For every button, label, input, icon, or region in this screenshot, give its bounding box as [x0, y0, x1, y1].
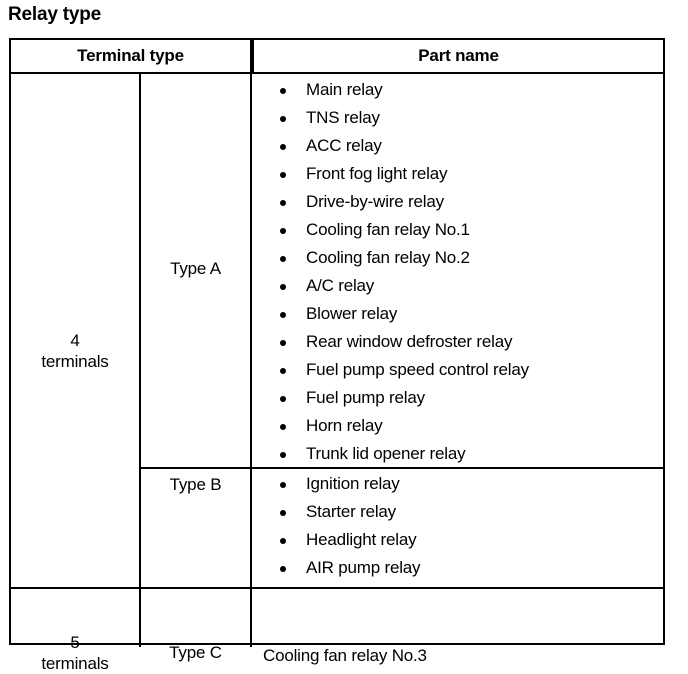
bullet-icon — [280, 510, 286, 516]
list-item: Starter relay — [252, 498, 663, 526]
part-name-text: Blower relay — [306, 304, 398, 323]
table-row: 5 terminals — [11, 632, 139, 674]
list-item: AIR pump relay — [252, 554, 663, 582]
part-name-text: Horn relay — [306, 416, 383, 435]
part-name-text: Fuel pump relay — [306, 388, 425, 407]
column-header-terminal-type: Terminal type — [77, 46, 184, 65]
part-list-type-b: Ignition relay Starter relay Headlight r… — [252, 470, 663, 582]
bullet-icon — [280, 566, 286, 572]
part-list-type-c: Cooling fan relay No.3 — [252, 642, 663, 670]
type-label-c: Type C — [169, 643, 222, 662]
bullet-icon — [280, 312, 286, 318]
bullet-icon — [280, 144, 286, 150]
list-item: Blower relay — [252, 300, 663, 328]
list-item: Headlight relay — [252, 526, 663, 554]
list-item: Drive-by-wire relay — [252, 188, 663, 216]
bullet-icon — [280, 116, 286, 122]
column-divider-terminal-type — [139, 74, 141, 647]
list-item: Fuel pump speed control relay — [252, 356, 663, 384]
part-name-text: Rear window defroster relay — [306, 332, 513, 351]
bullet-icon — [280, 368, 286, 374]
part-list: Ignition relay Starter relay Headlight r… — [252, 470, 663, 582]
list-item: Fuel pump relay — [252, 384, 663, 412]
terminal-count-number: 4 — [70, 331, 80, 350]
bullet-icon — [280, 340, 286, 346]
part-name-text: Starter relay — [306, 502, 396, 521]
page-title: Relay type — [8, 4, 102, 25]
bullet-icon — [280, 172, 286, 178]
list-item: Rear window defroster relay — [252, 328, 663, 356]
list-item: Ignition relay — [252, 470, 663, 498]
part-name-text: Main relay — [306, 80, 383, 99]
list-item: TNS relay — [252, 104, 663, 132]
part-name-text: Headlight relay — [306, 530, 417, 549]
column-header-part-name: Part name — [252, 40, 663, 72]
list-item: Cooling fan relay No.1 — [252, 216, 663, 244]
terminal-count-number: 5 — [70, 633, 80, 652]
part-name-text: Cooling fan relay No.1 — [306, 220, 470, 239]
bullet-icon — [280, 256, 286, 262]
type-label-a: Type A — [170, 259, 221, 278]
part-list: Main relay TNS relay ACC relay Front fog… — [252, 76, 663, 468]
table-header-row: Terminal type Part name — [11, 40, 663, 74]
list-item: Trunk lid opener relay — [252, 440, 663, 468]
column-divider-part-name — [250, 40, 252, 647]
list-item: Front fog light relay — [252, 160, 663, 188]
part-name-text: Fuel pump speed control relay — [306, 360, 529, 379]
list-item: A/C relay — [252, 272, 663, 300]
bullet-icon — [280, 396, 286, 402]
part-name-text: ACC relay — [306, 136, 382, 155]
bullet-icon — [280, 228, 286, 234]
row-divider-type-a-type-b — [139, 467, 663, 469]
part-name-text: Ignition relay — [306, 474, 400, 493]
bullet-icon — [280, 452, 286, 458]
part-name-text: Cooling fan relay No.2 — [306, 248, 470, 267]
part-name-text: Drive-by-wire relay — [306, 192, 444, 211]
type-label-b: Type B — [169, 475, 222, 494]
row-divider-terminal-groups — [11, 587, 663, 589]
list-item: Main relay — [252, 76, 663, 104]
bullet-icon — [280, 482, 286, 488]
relay-type-table: Terminal type Part name 4 terminals Type… — [9, 38, 665, 673]
bullet-icon — [280, 284, 286, 290]
list-item: Cooling fan relay No.2 — [252, 244, 663, 272]
bullet-icon — [280, 200, 286, 206]
part-name-text: Trunk lid opener relay — [306, 444, 466, 463]
list-item: ACC relay — [252, 132, 663, 160]
part-name-text: Front fog light relay — [306, 164, 448, 183]
table-row: 4 terminals — [11, 330, 139, 372]
bullet-icon — [280, 424, 286, 430]
part-list-type-a: Main relay TNS relay ACC relay Front fog… — [252, 76, 663, 468]
part-name-text: AIR pump relay — [306, 558, 421, 577]
part-name-text: TNS relay — [306, 108, 380, 127]
terminal-count-word: terminals — [41, 654, 109, 673]
part-name-text: Cooling fan relay No.3 — [263, 646, 427, 665]
terminal-count-word: terminals — [41, 352, 109, 371]
bullet-icon — [280, 88, 286, 94]
list-item: Horn relay — [252, 412, 663, 440]
part-name-text: A/C relay — [306, 276, 375, 295]
bullet-icon — [280, 538, 286, 544]
